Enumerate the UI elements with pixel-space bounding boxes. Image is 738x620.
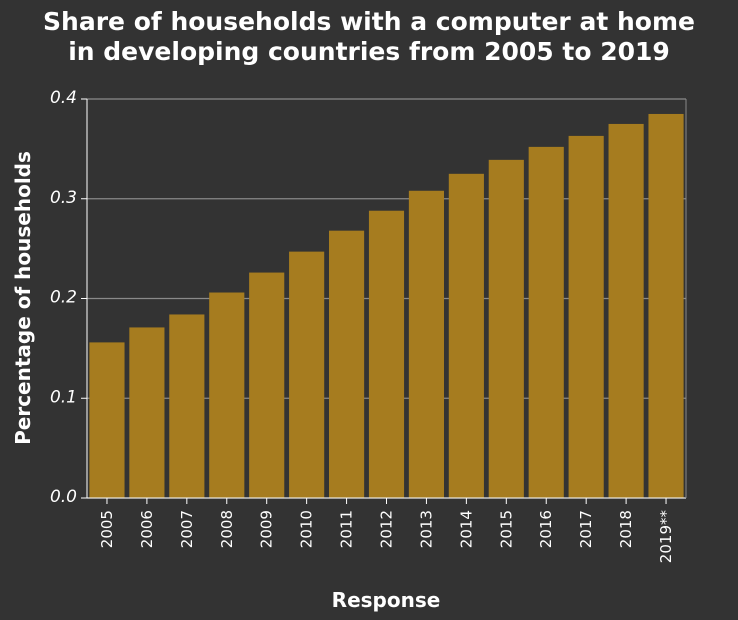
bar-2006: [129, 327, 165, 498]
axes: [81, 98, 687, 504]
bar-2005: [89, 342, 125, 498]
bar-2015: [488, 159, 524, 498]
x-tick-label: 2011: [338, 510, 356, 548]
y-tick-labels: 0.0 0.1 0.2 0.3 0.4: [50, 88, 77, 507]
x-tick-label: 2014: [457, 510, 475, 548]
bar-2011: [328, 230, 365, 499]
x-tick-label: 2005: [98, 510, 116, 548]
y-tick-label: 0.4: [50, 88, 77, 108]
bar-2008: [209, 292, 245, 498]
x-tick-label: 2006: [138, 510, 156, 548]
bars: [89, 113, 684, 499]
chart-title-line-1: Share of households with a computer at h…: [43, 7, 695, 36]
x-tick-label: 2019**: [657, 510, 675, 564]
x-axis-label: Response: [332, 588, 441, 612]
bar-2014: [448, 173, 484, 498]
x-tick-label: 2007: [178, 510, 196, 548]
y-tick-label: 0.1: [50, 387, 77, 407]
y-tick-label: 0.0: [50, 487, 77, 507]
x-tick-label: 2015: [497, 510, 515, 548]
x-tick-label: 2017: [577, 510, 595, 548]
bar-2007: [169, 314, 205, 498]
x-tick-label: 2012: [378, 510, 396, 548]
bar-2016: [528, 146, 564, 498]
bar-2010: [289, 251, 325, 498]
y-axis-label: Percentage of households: [11, 151, 35, 445]
bar-2012: [368, 210, 405, 498]
x-tick-label: 2010: [298, 510, 316, 548]
x-tick-label: 2008: [218, 510, 236, 548]
chart-title-line-2: in developing countries from 2005 to 201…: [68, 37, 670, 66]
x-tick-label: 2018: [617, 510, 635, 548]
y-tick-label: 0.2: [50, 288, 77, 308]
y-tick-label: 0.3: [50, 188, 77, 208]
bar-2009: [249, 272, 285, 498]
x-tick-label: 2016: [537, 510, 555, 548]
bar-2013: [408, 190, 445, 498]
bar-2017: [568, 135, 604, 498]
x-tick-label: 2013: [417, 510, 435, 548]
x-tick-label: 2009: [258, 510, 276, 548]
bar-2018: [608, 123, 644, 498]
x-tick-labels: 2005 2006 2007 2008 2009 2010 2011 2012 2013 2014…: [98, 510, 675, 564]
bar-2019: [648, 113, 684, 499]
